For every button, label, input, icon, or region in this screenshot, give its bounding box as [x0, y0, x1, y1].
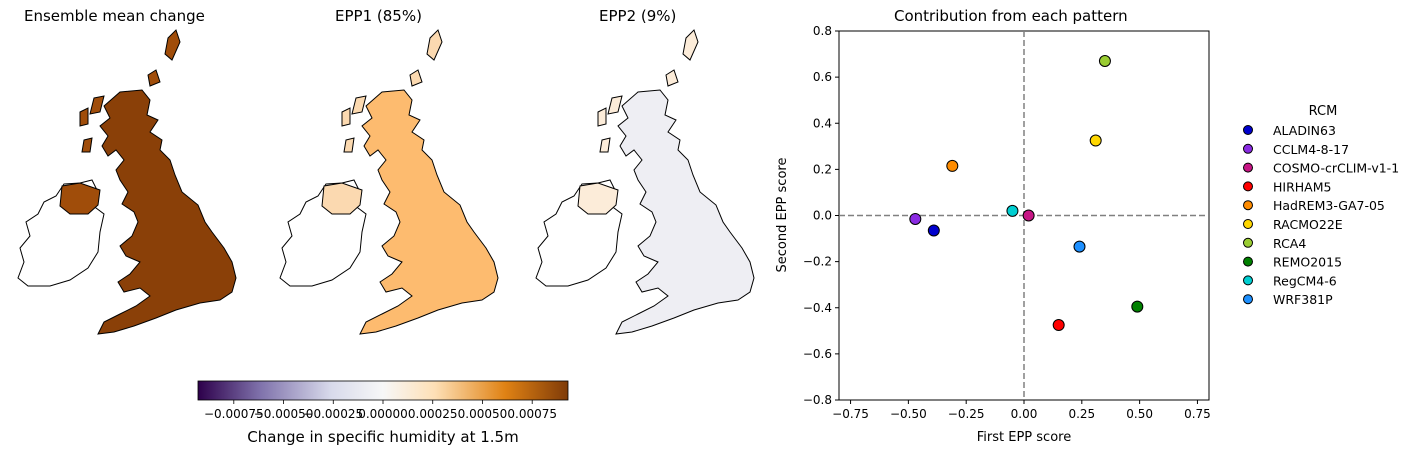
legend-title: RCM [1309, 104, 1338, 119]
scatter-point-hirham5 [1052, 319, 1065, 332]
x-tick-label: 0.25 [1068, 407, 1095, 421]
x-tick-label: 0.75 [1184, 407, 1211, 421]
legend-marker [1243, 237, 1253, 248]
legend-marker [1243, 181, 1253, 192]
legend-label: HadREM3-GA7-05 [1273, 198, 1385, 213]
y-tick-label: 0.8 [813, 24, 832, 38]
scatter-point-remo2015 [1131, 300, 1144, 313]
scatter-point-regcm4-6 [1006, 204, 1019, 217]
colorbar-tick-label: 0.00075 [507, 407, 557, 421]
map-epp2 [535, 29, 755, 335]
x-tick-label: −0.75 [832, 407, 869, 421]
colorbar-tick-label: 0.00025 [408, 407, 458, 421]
panel-title-epp1: EPP1 (85%) [335, 7, 422, 25]
x-tick-label: 0.50 [1126, 407, 1153, 421]
legend-label: RCA4 [1273, 236, 1306, 251]
scatter-point-racmo22e [1089, 134, 1102, 147]
colorbar [197, 380, 569, 401]
colorbar-tick-label: 0.00000 [358, 407, 408, 421]
scatter-plot: −0.75 −0.50 −0.25 0.00 0.25 0.50 0.75 −0.8 −0.6 −… [803, 24, 1211, 421]
x-tick-label: −0.25 [948, 407, 985, 421]
colorbar-label: Change in specific humidity at 1.5m [247, 428, 518, 446]
scatter-point-hadrem3-ga7-05 [946, 159, 959, 172]
y-tick-label: −0.8 [803, 393, 832, 407]
legend-marker [1243, 275, 1253, 286]
y-tick-label: −0.2 [803, 255, 832, 269]
legend-marker [1243, 125, 1253, 135]
colorbar-tick-label: 0.00050 [458, 407, 508, 421]
legend-marker [1243, 294, 1253, 305]
legend-marker [1243, 143, 1253, 154]
y-tick-label: 0.2 [813, 162, 832, 176]
scatter-title: Contribution from each pattern [894, 7, 1128, 25]
legend-label: RegCM4-6 [1273, 273, 1337, 288]
colorbar-tick-label: −0.00025 [303, 407, 363, 421]
x-axis-label: First EPP score [977, 430, 1071, 445]
map-ensemble-mean [17, 29, 237, 335]
legend-label: CCLM4-8-17 [1273, 142, 1349, 157]
scatter-point-rca4 [1098, 54, 1111, 67]
legend-label: WRF381P [1273, 292, 1333, 307]
y-tick-label: 0.4 [813, 116, 832, 130]
legend-label: REMO2015 [1273, 255, 1342, 270]
legend-label: COSMO-crCLIM-v1-1 [1273, 161, 1399, 176]
legend: ALADIN63 CCLM4-8-17 COSMO-crCLIM-v1-1 HIRHA… [1243, 123, 1399, 307]
legend-marker [1243, 219, 1253, 229]
y-tick-label: 0.6 [813, 70, 832, 84]
legend-label: HIRHAM5 [1273, 179, 1331, 194]
scatter-point-aladin63 [927, 224, 940, 237]
legend-label: ALADIN63 [1273, 123, 1336, 138]
legend-marker [1243, 256, 1253, 267]
y-tick-label: 0.0 [813, 209, 832, 223]
x-tick-label: 0.00 [1011, 407, 1038, 421]
y-tick-label: −0.4 [803, 301, 832, 315]
legend-marker [1243, 200, 1253, 211]
legend-label: RACMO22E [1273, 217, 1343, 232]
y-tick-label: −0.6 [803, 347, 832, 361]
colorbar-tick-label: −0.00075 [204, 407, 264, 421]
scatter-point-cclm4-8-17 [909, 212, 922, 225]
panel-title-ensemble: Ensemble mean change [24, 7, 205, 25]
map-epp1 [279, 29, 499, 335]
y-axis-label: Second EPP score [775, 158, 790, 273]
x-tick-label: −0.50 [890, 407, 927, 421]
scatter-point-wrf381p [1073, 240, 1086, 253]
legend-marker [1243, 162, 1253, 173]
colorbar-tick-label: −0.00050 [254, 407, 314, 421]
scatter-point-cosmo-crclim-v1-1 [1022, 209, 1035, 222]
panel-title-epp2: EPP2 (9%) [599, 7, 677, 25]
